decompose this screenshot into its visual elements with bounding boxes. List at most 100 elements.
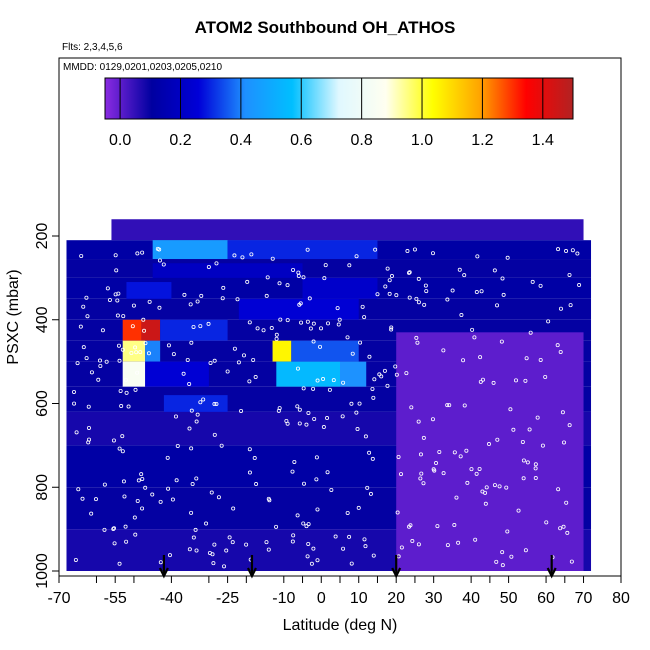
sample-dot (117, 446, 122, 451)
sample-dot (81, 304, 86, 309)
y-tick-label: 400 (34, 306, 51, 333)
sample-dot (533, 476, 538, 481)
sample-dot (315, 507, 320, 512)
sample-dot (220, 296, 225, 301)
sample-dot (295, 366, 300, 371)
sample-dot (89, 511, 94, 516)
sample-dot (305, 319, 310, 324)
sample-dot (141, 317, 146, 322)
sample-dot (251, 357, 256, 362)
sample-dot (464, 448, 469, 453)
sample-dot (241, 353, 246, 358)
heatmap-cell (396, 332, 584, 571)
sample-dot (102, 482, 107, 487)
sample-dot (185, 358, 190, 363)
sample-dot (72, 401, 77, 406)
sample-dot (389, 325, 394, 330)
sample-dot (130, 324, 135, 329)
sample-dot (445, 297, 450, 302)
sample-dot (247, 320, 252, 325)
sample-dot (188, 302, 193, 307)
sample-dot (370, 456, 375, 461)
sample-dot (495, 303, 500, 308)
sample-dot (407, 524, 412, 529)
sample-dot (478, 355, 483, 360)
sample-dot (150, 492, 155, 497)
sample-dot (115, 298, 120, 303)
sample-dot (85, 314, 90, 319)
sample-dot (167, 553, 172, 558)
sample-dot (336, 322, 341, 327)
sample-dot (86, 404, 91, 409)
x-tick-label: 80 (612, 590, 630, 607)
sample-dot (415, 340, 420, 345)
sample-dot (445, 403, 450, 408)
sample-dot (113, 292, 118, 297)
sample-dot (546, 319, 551, 324)
x-tick-label: 50 (500, 590, 518, 607)
sample-dot (195, 299, 200, 304)
sample-dot (535, 415, 540, 420)
sample-dot (239, 408, 244, 413)
sample-dot (480, 377, 485, 382)
heatmap-cells (66, 219, 592, 571)
sample-dot (129, 350, 134, 355)
sample-dot (540, 443, 545, 448)
colorbar-tick-label: 0.6 (290, 132, 312, 149)
x-tick-label: 0 (317, 590, 326, 607)
sample-dot (107, 297, 112, 302)
sample-dot (210, 552, 215, 557)
sample-dot (363, 544, 368, 549)
sample-dot (341, 380, 346, 385)
sample-dot (314, 477, 319, 482)
sample-dot (290, 469, 295, 474)
heatmap-cell (122, 340, 146, 362)
sample-dot (405, 249, 410, 254)
sample-dot (254, 482, 259, 487)
sample-dot (252, 456, 257, 461)
sample-dot (296, 273, 301, 278)
x-tick-label: 20 (387, 590, 405, 607)
sample-dot (345, 510, 350, 515)
sample-dot (314, 455, 319, 460)
sample-dot (491, 380, 496, 385)
x-tick-label: -10 (272, 590, 295, 607)
sample-dot (564, 249, 569, 254)
sample-dot (385, 266, 390, 271)
sample-dot (523, 378, 528, 383)
sample-dot (84, 295, 89, 300)
sample-dot (421, 481, 426, 486)
sample-dot (247, 470, 252, 475)
sample-dot (521, 476, 526, 481)
sample-dot (434, 461, 439, 466)
sample-dot (509, 554, 514, 559)
sample-dot (116, 343, 121, 348)
sample-dot (121, 479, 126, 484)
sample-dot (340, 414, 345, 419)
sample-dot (513, 378, 518, 383)
sample-dot (560, 410, 565, 415)
sample-dot (326, 321, 331, 326)
lat-arrow-head (246, 567, 257, 579)
sample-dot (299, 320, 304, 325)
sample-dot (362, 315, 367, 320)
sample-dot (311, 386, 316, 391)
sample-dot (117, 561, 122, 566)
sample-dot (568, 303, 573, 308)
sample-dot (577, 283, 582, 288)
sample-dot (565, 530, 570, 535)
sample-dot (76, 487, 81, 492)
sample-dot (194, 419, 199, 424)
sample-dot (140, 476, 145, 481)
sample-dot (561, 440, 566, 445)
sample-dot (399, 472, 404, 477)
sample-dot (86, 440, 91, 445)
sample-dot (418, 452, 423, 457)
sample-dot (524, 356, 529, 361)
sample-dot (227, 535, 232, 540)
sample-dot (458, 454, 463, 459)
sample-dot (140, 506, 145, 511)
sample-dot (247, 447, 252, 452)
sample-dot (414, 296, 419, 301)
